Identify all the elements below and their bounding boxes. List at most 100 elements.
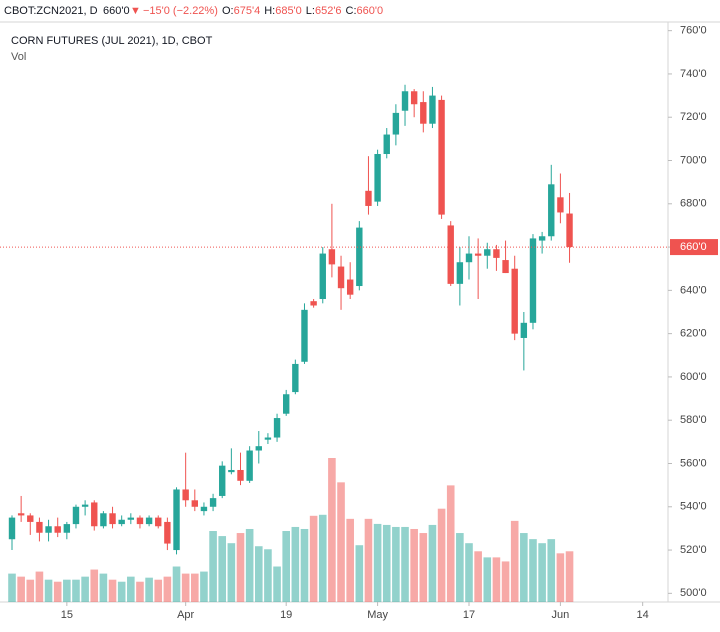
volume-bar: [337, 482, 345, 602]
candle-body: [27, 515, 34, 522]
y-tick-label: 760'0: [680, 25, 707, 37]
ohlc-key: H:: [264, 5, 275, 17]
candle-body: [374, 154, 381, 202]
candle-body: [173, 489, 180, 551]
volume-bar: [282, 531, 290, 602]
y-tick-label: 640'0: [680, 284, 707, 296]
volume-bar: [547, 539, 556, 602]
volume-bar: [117, 581, 126, 602]
volume-bar: [510, 520, 519, 602]
candle-body: [438, 99, 445, 215]
ohlc-value: 652'6: [315, 5, 342, 17]
volume-bar: [373, 523, 382, 602]
volume-bar: [172, 566, 181, 602]
volume-bar: [200, 571, 208, 602]
volume-bar: [209, 531, 217, 602]
volume-bar: [346, 518, 354, 602]
x-tick-label: 17: [463, 609, 475, 621]
symbol: CBOT:ZCN2021, D: [4, 5, 98, 17]
volume-bar: [35, 571, 44, 602]
candle-body: [557, 197, 564, 213]
volume-bar: [364, 518, 373, 602]
ohlc-key: O:: [222, 5, 234, 17]
candle-body: [474, 253, 482, 256]
volume-bar: [382, 524, 391, 602]
volume-bar: [63, 579, 71, 602]
volume-bar: [90, 569, 99, 602]
ohlc-key: C:: [346, 5, 357, 17]
volume-bar: [556, 553, 565, 602]
candle-body: [246, 450, 253, 481]
volume-bar: [136, 581, 144, 602]
candle-body: [36, 521, 43, 533]
candle-body: [118, 519, 125, 525]
volume-bar: [483, 557, 492, 602]
y-tick-label: 600'0: [680, 371, 707, 383]
volume-bar: [218, 536, 227, 602]
volume-bar: [565, 551, 574, 602]
header: CBOT:ZCN2021, D 660'0 ▼ −15'0 (−2.22%) O…: [4, 5, 383, 17]
x-tick-label: May: [367, 609, 388, 621]
candle-body: [511, 268, 518, 334]
chart-title: CORN FUTURES (JUL 2021), 1D, CBOT: [11, 35, 213, 47]
y-tick-label: 540'0: [680, 501, 707, 513]
candle-body: [365, 190, 372, 206]
candle-body: [8, 517, 16, 540]
candle-body: [548, 184, 555, 237]
candle-body: [237, 469, 244, 481]
candle-body: [45, 526, 52, 533]
candle-body: [456, 262, 464, 284]
candle-body: [392, 112, 400, 135]
x-tick-label: 15: [61, 609, 73, 621]
volume-bar: [245, 528, 254, 602]
candle-body: [100, 513, 107, 527]
volume-bar: [127, 576, 135, 602]
candle-body: [337, 266, 345, 289]
volume-bar: [446, 485, 455, 602]
volume-bar: [456, 533, 464, 602]
y-tick-label: 720'0: [680, 111, 707, 123]
volume-bar: [17, 576, 25, 602]
candle-body: [410, 91, 418, 105]
candle-body: [81, 504, 89, 507]
volume-bar: [465, 543, 473, 602]
candle-body: [356, 227, 363, 287]
volume-bar: [529, 539, 537, 602]
candle-body: [401, 91, 409, 111]
volume-bar: [264, 549, 272, 602]
candle-body: [209, 498, 217, 507]
candle-body: [191, 500, 198, 507]
candle-body: [328, 249, 336, 265]
volume-bar: [53, 581, 62, 602]
candle-body: [17, 513, 25, 516]
candle-body: [145, 517, 153, 525]
candle-body: [484, 249, 491, 256]
volume-bar: [328, 458, 336, 602]
candle-body: [182, 489, 189, 501]
candle-body: [520, 322, 528, 338]
current-price-box: [670, 239, 718, 256]
volume-bar: [355, 545, 364, 602]
volume-bar: [236, 533, 245, 602]
volume-bar: [273, 566, 281, 602]
volume-bar: [437, 508, 446, 602]
volume-bar: [72, 579, 80, 602]
x-tick-label: Jun: [552, 609, 570, 621]
y-tick-label: 700'0: [680, 154, 707, 166]
last-price: 660'0: [103, 5, 130, 17]
volume-bar: [419, 533, 428, 602]
candle-body: [538, 236, 546, 241]
candle-body: [447, 225, 454, 284]
volume-bar: [410, 528, 418, 602]
change-arrow: ▼: [130, 5, 141, 17]
candle-body: [109, 513, 116, 525]
volume-bar: [300, 528, 309, 602]
candle-body: [493, 249, 500, 258]
candle-body: [283, 394, 290, 414]
volume-bar: [81, 576, 89, 602]
y-tick-label: 680'0: [680, 198, 707, 210]
volume-bar: [99, 573, 108, 602]
volume-bar: [392, 526, 400, 602]
candle-body: [319, 253, 326, 300]
